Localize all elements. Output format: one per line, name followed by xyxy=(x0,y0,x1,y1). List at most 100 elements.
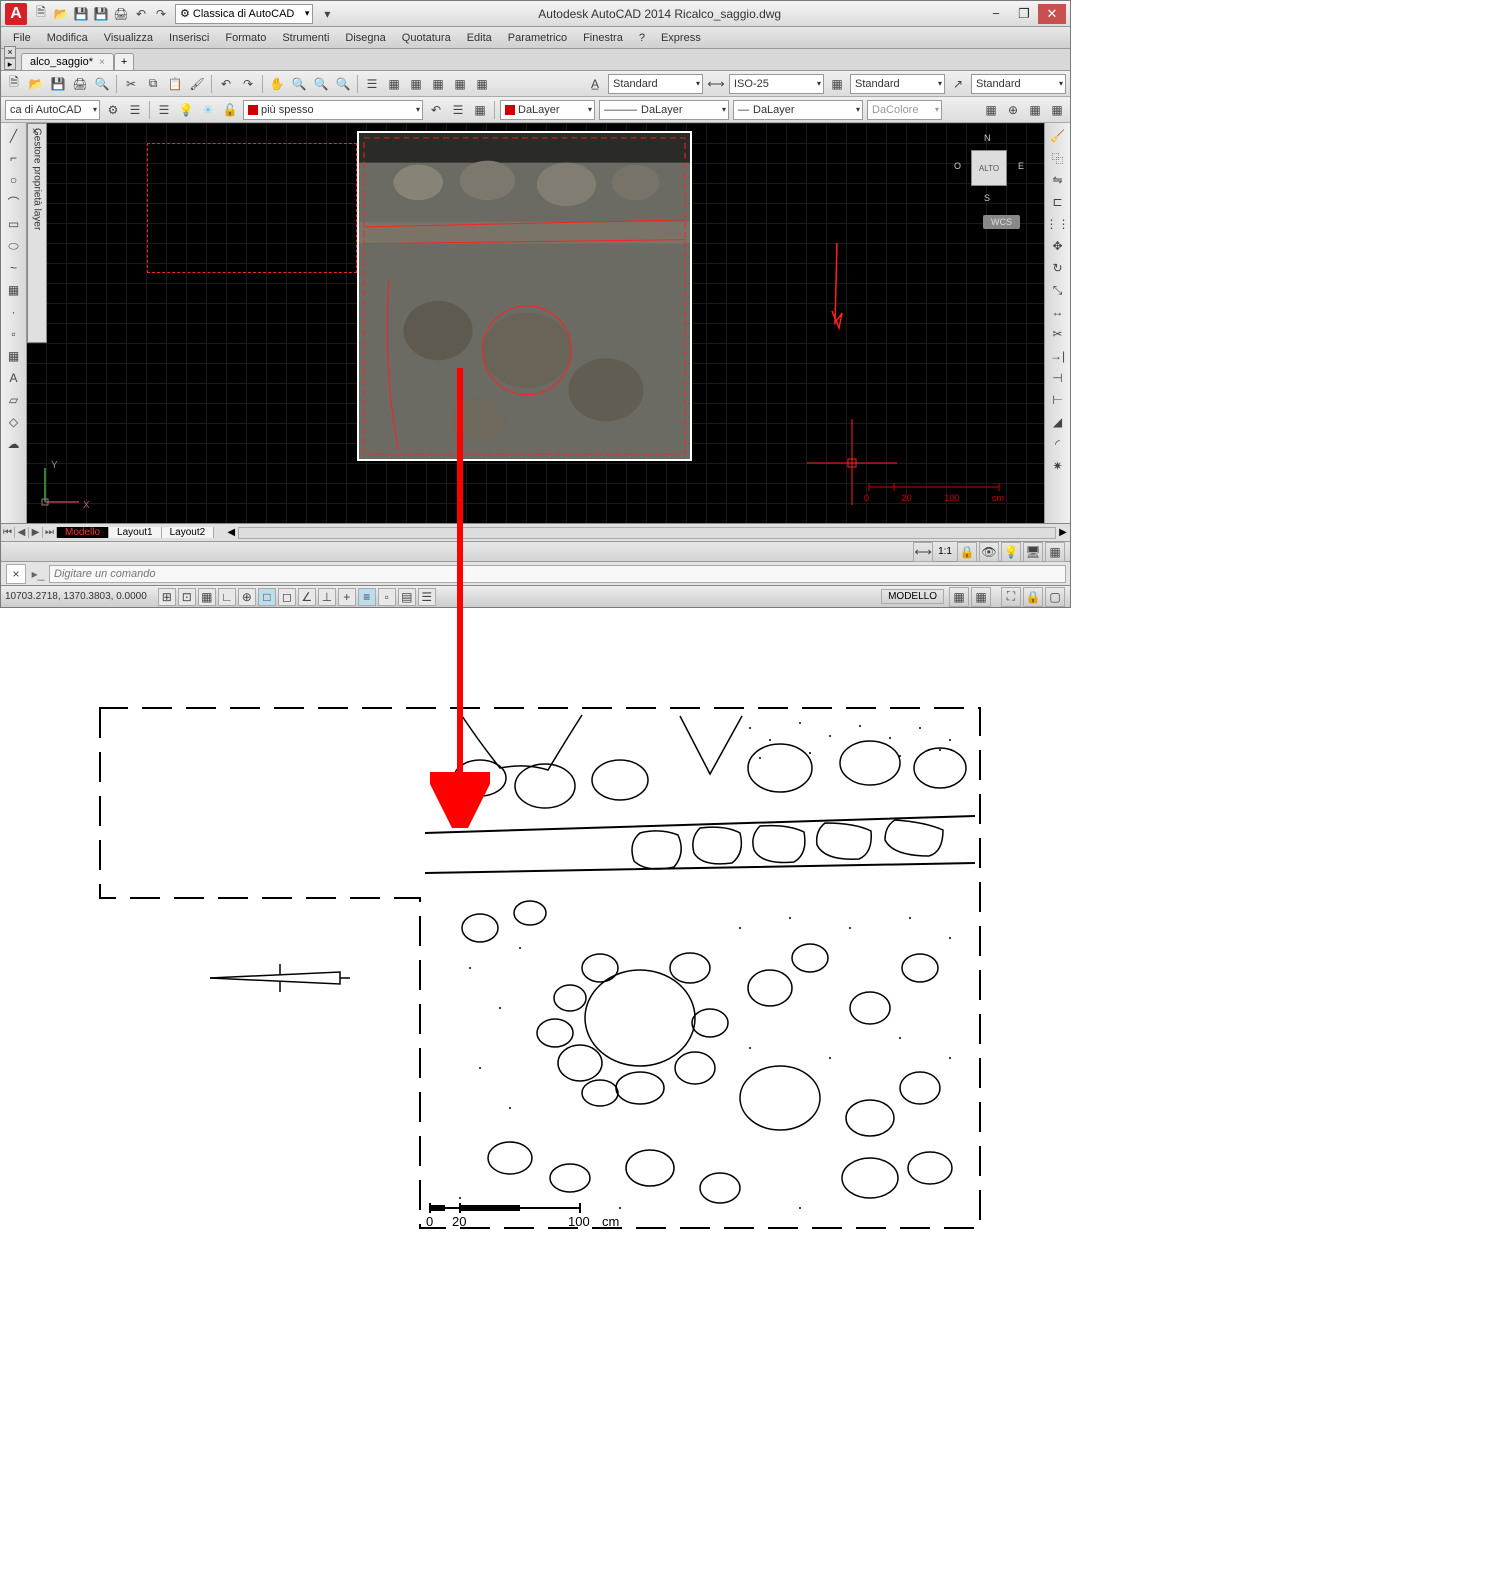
workspace-save-icon[interactable]: ☰ xyxy=(125,100,145,120)
viewport3-icon[interactable]: ▦ xyxy=(1025,100,1045,120)
isolate-icon[interactable]: ▦ xyxy=(1045,542,1065,562)
workspace-settings-icon[interactable]: ⚙ xyxy=(103,100,123,120)
annovisibility-icon[interactable]: 👁 xyxy=(979,542,999,562)
region-icon[interactable]: ▱ xyxy=(3,390,25,410)
panel-close2-icon[interactable]: × xyxy=(32,126,38,137)
match-icon[interactable]: 🖌 xyxy=(187,74,207,94)
arc-icon[interactable]: ⌒ xyxy=(3,192,25,212)
nav-first-icon[interactable]: ⏮ xyxy=(1,527,15,538)
clean-screen-icon[interactable]: ▢ xyxy=(1045,587,1065,607)
layer-on-icon[interactable]: 💡 xyxy=(176,100,196,120)
menu-edita[interactable]: Edita xyxy=(459,27,500,48)
properties-icon[interactable]: ☰ xyxy=(362,74,382,94)
layer-properties-panel[interactable]: × Gestore proprietà layer xyxy=(27,123,47,343)
command-close-icon[interactable]: × xyxy=(6,564,26,584)
menu-parametrico[interactable]: Parametrico xyxy=(500,27,575,48)
linetype-dropdown[interactable]: ———DaLayer xyxy=(599,100,729,120)
infer-icon[interactable]: ⊞ xyxy=(158,588,176,606)
panel-pin-icon[interactable]: ▸ xyxy=(4,58,16,70)
menu-help[interactable]: ? xyxy=(631,27,653,48)
menu-finestra[interactable]: Finestra xyxy=(575,27,631,48)
tablestyle-dropdown[interactable]: Standard xyxy=(850,74,945,94)
saveas-icon[interactable]: 💾 xyxy=(92,5,110,23)
sheet-tab-layout1[interactable]: Layout1 xyxy=(109,527,162,538)
pan-icon[interactable]: ✋ xyxy=(267,74,287,94)
lineweight-dropdown[interactable]: —DaLayer xyxy=(733,100,863,120)
menu-quotatura[interactable]: Quotatura xyxy=(394,27,459,48)
wipeout-icon[interactable]: ◇ xyxy=(3,412,25,432)
toolpalettes-icon[interactable]: ▦ xyxy=(406,74,426,94)
extend-icon[interactable]: →| xyxy=(1047,346,1069,366)
mirror-icon[interactable]: ⇋ xyxy=(1047,170,1069,190)
point-icon[interactable]: · xyxy=(3,302,25,322)
print-icon[interactable]: 🖨 xyxy=(112,5,130,23)
document-tab-close-icon[interactable]: × xyxy=(99,57,105,68)
layer-dropdown[interactable]: più spesso xyxy=(243,100,423,120)
sheet-tab-layout2[interactable]: Layout2 xyxy=(162,527,215,538)
maximize-button[interactable]: ❐ xyxy=(1010,4,1038,24)
stretch-icon[interactable]: ↔ xyxy=(1047,302,1069,322)
array-icon[interactable]: ⋮⋮ xyxy=(1047,214,1069,234)
cut-icon[interactable]: ✂ xyxy=(121,74,141,94)
nav-next-icon[interactable]: ▶ xyxy=(29,527,43,538)
copy-icon[interactable]: ⧉ xyxy=(143,74,163,94)
quickcalc-icon[interactable]: ▦ xyxy=(472,74,492,94)
maximize-viewport-icon[interactable]: ⛶ xyxy=(1001,587,1021,607)
viewcube-face[interactable]: ALTO xyxy=(971,150,1007,186)
ortho-icon[interactable]: ∟ xyxy=(218,588,236,606)
menu-modifica[interactable]: Modifica xyxy=(39,27,96,48)
polyline-icon[interactable]: ⌐ xyxy=(3,148,25,168)
hatch-icon[interactable]: ▦ xyxy=(3,280,25,300)
tpy-icon[interactable]: ▫ xyxy=(378,588,396,606)
copy2-icon[interactable]: ⿻ xyxy=(1047,148,1069,168)
close-button[interactable]: ✕ xyxy=(1038,4,1066,24)
open-file-icon[interactable]: 📂 xyxy=(26,74,46,94)
3dosnap-icon[interactable]: ◻ xyxy=(278,588,296,606)
wcs-badge[interactable]: WCS xyxy=(983,215,1020,229)
offset-icon[interactable]: ⊏ xyxy=(1047,192,1069,212)
text-icon[interactable]: A xyxy=(3,368,25,388)
designcenter-icon[interactable]: ▦ xyxy=(384,74,404,94)
drawing-canvas[interactable]: × Gestore proprietà layer xyxy=(27,123,1044,523)
viewcube[interactable]: N S E O ALTO xyxy=(954,133,1024,203)
workspace-dropdown[interactable]: ⚙ Classica di AutoCAD xyxy=(175,4,313,24)
viewport2-icon[interactable]: ⊕ xyxy=(1003,100,1023,120)
rectangle-icon[interactable]: ▭ xyxy=(3,214,25,234)
otrack-icon[interactable]: ∠ xyxy=(298,588,316,606)
zoom-win-icon[interactable]: 🔍 xyxy=(333,74,353,94)
plotstyle-dropdown[interactable]: DaColore xyxy=(867,100,942,120)
tablestyle-icon[interactable]: ▦ xyxy=(827,74,847,94)
model-space-button[interactable]: MODELLO xyxy=(881,589,944,604)
viewcube-o[interactable]: O xyxy=(954,161,961,171)
move-icon[interactable]: ✥ xyxy=(1047,236,1069,256)
table-icon[interactable]: ▦ xyxy=(3,346,25,366)
undo-icon[interactable]: ↶ xyxy=(132,5,150,23)
rotate-icon[interactable]: ↻ xyxy=(1047,258,1069,278)
ellipse-icon[interactable]: ⬭ xyxy=(3,236,25,256)
nav-prev-icon[interactable]: ◀ xyxy=(15,527,29,538)
workspace2-dropdown[interactable]: ca di AutoCAD xyxy=(5,100,100,120)
annoauto-icon[interactable]: 🔒 xyxy=(957,542,977,562)
redo2-icon[interactable]: ↷ xyxy=(238,74,258,94)
polar-icon[interactable]: ⊕ xyxy=(238,588,256,606)
scale-icon[interactable]: ⤡ xyxy=(1047,280,1069,300)
menu-formato[interactable]: Formato xyxy=(217,27,274,48)
mleaderstyle-icon[interactable]: ↗ xyxy=(948,74,968,94)
layer-state-icon[interactable]: ☰ xyxy=(448,100,468,120)
viewport-icon[interactable]: ▦ xyxy=(981,100,1001,120)
viewport4-icon[interactable]: ▦ xyxy=(1047,100,1067,120)
lock-ui-icon[interactable]: 🔒 xyxy=(1023,587,1043,607)
menu-file[interactable]: File xyxy=(5,27,39,48)
snap-icon[interactable]: ⊡ xyxy=(178,588,196,606)
save-icon[interactable]: 💾 xyxy=(72,5,90,23)
textstyle-dropdown[interactable]: Standard xyxy=(608,74,703,94)
sheet-tab-model[interactable]: Modello xyxy=(57,527,109,538)
app-logo-icon[interactable]: A xyxy=(5,3,27,25)
viewcube-e[interactable]: E xyxy=(1018,161,1024,171)
menu-disegna[interactable]: Disegna xyxy=(337,27,393,48)
horizontal-scrollbar[interactable]: ◀ ▶ xyxy=(224,527,1070,539)
add-tab-button[interactable]: + xyxy=(114,53,134,70)
circle-icon[interactable]: ○ xyxy=(3,170,25,190)
plot-icon[interactable]: 🖨 xyxy=(70,74,90,94)
annoscale-icon[interactable]: ⟷ xyxy=(913,542,933,562)
